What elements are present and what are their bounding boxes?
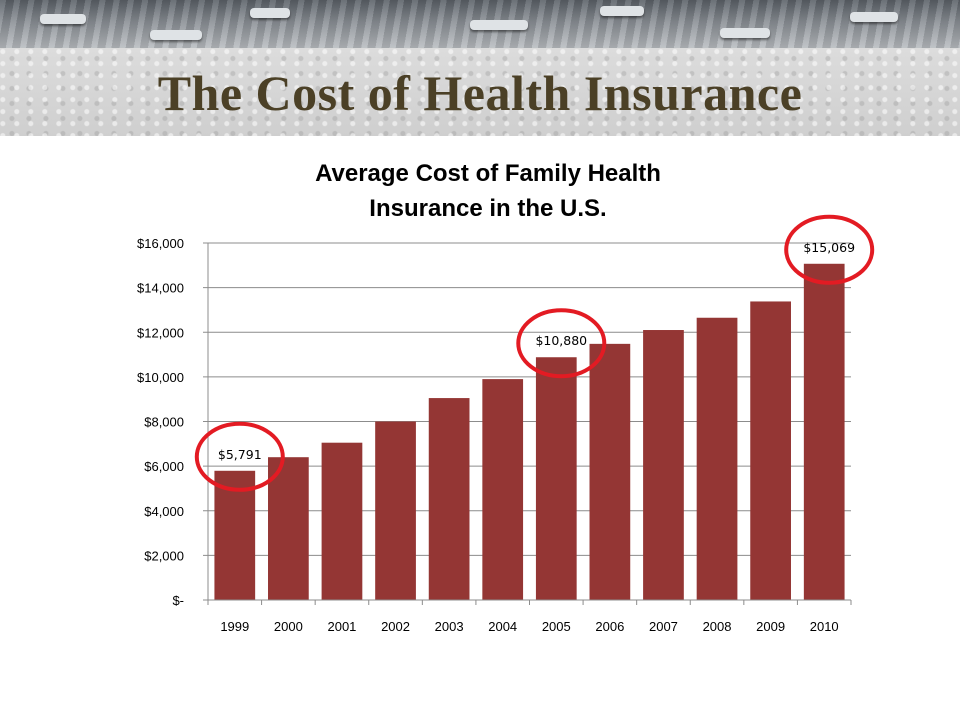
data-label-2010: $15,069 bbox=[803, 240, 855, 255]
bar-2006 bbox=[589, 343, 631, 600]
header-photo-strip bbox=[0, 0, 960, 48]
chart-title-line-2: Insurance in the U.S. bbox=[369, 195, 606, 222]
car-shape bbox=[850, 12, 898, 22]
bar-2001 bbox=[321, 442, 363, 600]
bar-2008 bbox=[696, 317, 738, 600]
car-shape bbox=[40, 14, 86, 24]
title-band bbox=[0, 48, 960, 136]
y-tick-label: $16,000 bbox=[137, 236, 184, 251]
highlight-circle-2010 bbox=[784, 214, 875, 285]
bar-2000 bbox=[268, 457, 309, 600]
bar-2003 bbox=[428, 398, 470, 600]
x-tick-label: 2008 bbox=[703, 619, 732, 634]
x-tick-label: 2007 bbox=[649, 619, 678, 634]
x-tick-label: 2002 bbox=[381, 619, 410, 634]
car-shape bbox=[150, 30, 202, 40]
bar-1999 bbox=[214, 470, 256, 600]
car-shape bbox=[250, 8, 290, 18]
chart-title-line-1: Average Cost of Family Health bbox=[315, 160, 661, 187]
y-axis-ticks: $- $2,000 $4,000 $6,000 $8,000 $10,000 $12,000… bbox=[137, 236, 184, 608]
bar-2002 bbox=[375, 421, 416, 600]
gridlines bbox=[208, 242, 851, 556]
x-tick-label: 2006 bbox=[595, 619, 624, 634]
highlight-circles bbox=[194, 214, 875, 492]
y-tick-label: $6,000 bbox=[144, 459, 184, 474]
y-tick-label: $2,000 bbox=[144, 548, 184, 563]
page-title: The Cost of Health Insurance bbox=[157, 65, 803, 121]
x-tick-label: 2010 bbox=[810, 619, 839, 634]
y-tick-label: $10,000 bbox=[137, 370, 184, 385]
car-shape bbox=[600, 6, 644, 16]
bar-2004 bbox=[482, 379, 524, 600]
bars bbox=[214, 263, 845, 600]
bar-2005 bbox=[535, 357, 577, 600]
axes bbox=[203, 242, 852, 605]
x-tick-label: 2009 bbox=[756, 619, 785, 634]
x-axis-ticks: 1999 2000 2001 2002 2003 2004 2005 2006 2007 2008… bbox=[220, 619, 838, 634]
y-tick-label: $14,000 bbox=[137, 281, 184, 296]
highlight-circle-1999 bbox=[194, 421, 285, 492]
data-label-1999: $5,791 bbox=[218, 447, 262, 462]
data-labels: $5,791 $10,880 $15,069 bbox=[218, 240, 855, 462]
y-tick-label: $8,000 bbox=[144, 415, 184, 430]
x-tick-label: 2001 bbox=[327, 619, 356, 634]
y-tick-label: $- bbox=[172, 593, 184, 608]
x-tick-label: 2004 bbox=[488, 619, 517, 634]
bar-2010 bbox=[803, 263, 845, 600]
y-tick-label: $4,000 bbox=[144, 504, 184, 519]
highlight-circle-2005 bbox=[516, 308, 607, 379]
bar-2009 bbox=[750, 301, 791, 600]
car-shape bbox=[720, 28, 770, 38]
x-tick-label: 1999 bbox=[220, 619, 249, 634]
data-label-2005: $10,880 bbox=[535, 333, 587, 348]
x-tick-label: 2000 bbox=[274, 619, 303, 634]
x-tick-label: 2005 bbox=[542, 619, 571, 634]
car-shape bbox=[470, 20, 528, 30]
bar-2007 bbox=[643, 330, 684, 600]
x-tick-label: 2003 bbox=[435, 619, 464, 634]
y-tick-label: $12,000 bbox=[137, 325, 184, 340]
